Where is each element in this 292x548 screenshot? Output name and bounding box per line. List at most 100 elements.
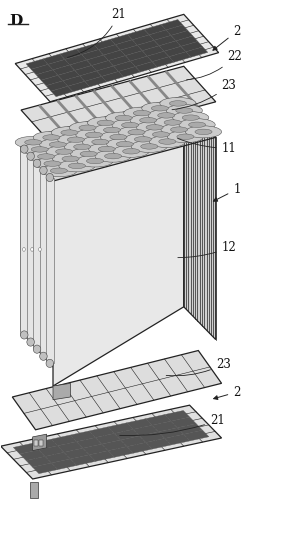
Polygon shape: [63, 76, 85, 86]
Ellipse shape: [195, 129, 212, 135]
Ellipse shape: [34, 158, 71, 170]
Polygon shape: [12, 351, 222, 430]
Polygon shape: [166, 25, 188, 36]
Polygon shape: [56, 99, 90, 137]
Ellipse shape: [64, 141, 100, 153]
Ellipse shape: [68, 163, 86, 169]
Polygon shape: [97, 66, 119, 76]
Polygon shape: [70, 431, 95, 442]
Ellipse shape: [71, 148, 107, 160]
Polygon shape: [27, 156, 34, 342]
Polygon shape: [51, 435, 77, 446]
Polygon shape: [127, 30, 149, 40]
Polygon shape: [85, 76, 107, 87]
Polygon shape: [171, 417, 196, 428]
Polygon shape: [108, 423, 133, 433]
Polygon shape: [184, 102, 216, 340]
Polygon shape: [110, 35, 132, 45]
Ellipse shape: [23, 248, 25, 252]
Ellipse shape: [44, 161, 61, 167]
Ellipse shape: [161, 124, 197, 135]
Polygon shape: [104, 50, 125, 60]
Ellipse shape: [53, 153, 88, 165]
Polygon shape: [146, 415, 171, 425]
Polygon shape: [21, 66, 216, 146]
Polygon shape: [130, 56, 152, 66]
Ellipse shape: [38, 154, 55, 159]
Polygon shape: [21, 146, 53, 367]
Ellipse shape: [20, 145, 28, 153]
Ellipse shape: [74, 144, 91, 150]
Ellipse shape: [115, 115, 132, 121]
Polygon shape: [142, 46, 164, 56]
Polygon shape: [152, 57, 174, 67]
Ellipse shape: [27, 152, 34, 161]
Ellipse shape: [88, 117, 124, 129]
Ellipse shape: [79, 125, 96, 130]
Polygon shape: [114, 61, 135, 71]
Ellipse shape: [151, 106, 168, 111]
Polygon shape: [186, 47, 208, 58]
Polygon shape: [68, 81, 90, 92]
Ellipse shape: [116, 141, 133, 147]
Polygon shape: [165, 435, 190, 445]
Polygon shape: [70, 60, 92, 70]
Text: 1: 1: [213, 183, 241, 201]
Polygon shape: [111, 84, 144, 122]
Ellipse shape: [97, 120, 114, 125]
Polygon shape: [15, 14, 219, 102]
Polygon shape: [147, 52, 169, 61]
Text: 11: 11: [178, 139, 236, 155]
Polygon shape: [121, 436, 146, 447]
Ellipse shape: [103, 127, 121, 133]
Polygon shape: [1, 405, 222, 479]
Ellipse shape: [39, 248, 41, 252]
Ellipse shape: [110, 134, 127, 140]
Ellipse shape: [41, 165, 77, 177]
Text: 21: 21: [67, 8, 126, 58]
Polygon shape: [58, 442, 83, 452]
Bar: [34, 439, 38, 446]
Ellipse shape: [133, 110, 150, 116]
Polygon shape: [176, 36, 198, 47]
Polygon shape: [41, 75, 63, 85]
Polygon shape: [46, 81, 68, 91]
Polygon shape: [77, 44, 98, 55]
Ellipse shape: [177, 134, 194, 139]
Polygon shape: [45, 452, 70, 463]
Ellipse shape: [76, 129, 112, 141]
Polygon shape: [133, 425, 158, 436]
Ellipse shape: [50, 168, 67, 174]
Text: 12: 12: [178, 241, 236, 258]
Ellipse shape: [25, 140, 42, 145]
Polygon shape: [43, 54, 65, 64]
Polygon shape: [32, 439, 58, 450]
Ellipse shape: [171, 127, 187, 132]
Ellipse shape: [40, 139, 76, 151]
Polygon shape: [83, 444, 108, 455]
Polygon shape: [127, 419, 152, 430]
Ellipse shape: [22, 144, 58, 156]
Polygon shape: [109, 56, 130, 66]
Polygon shape: [60, 49, 82, 59]
Polygon shape: [171, 31, 193, 41]
Ellipse shape: [95, 150, 131, 162]
Ellipse shape: [154, 117, 191, 129]
Polygon shape: [125, 51, 147, 61]
Ellipse shape: [77, 155, 113, 167]
Text: 22: 22: [187, 50, 242, 80]
Polygon shape: [33, 434, 47, 450]
Ellipse shape: [149, 135, 185, 147]
Polygon shape: [82, 50, 104, 60]
Polygon shape: [53, 383, 70, 399]
Polygon shape: [53, 102, 184, 386]
Polygon shape: [89, 450, 114, 461]
Ellipse shape: [46, 359, 54, 368]
Ellipse shape: [123, 149, 140, 154]
Bar: [39, 439, 43, 446]
Polygon shape: [26, 59, 48, 69]
Ellipse shape: [160, 98, 196, 110]
Polygon shape: [159, 41, 181, 52]
Ellipse shape: [85, 132, 102, 138]
Ellipse shape: [118, 126, 154, 138]
